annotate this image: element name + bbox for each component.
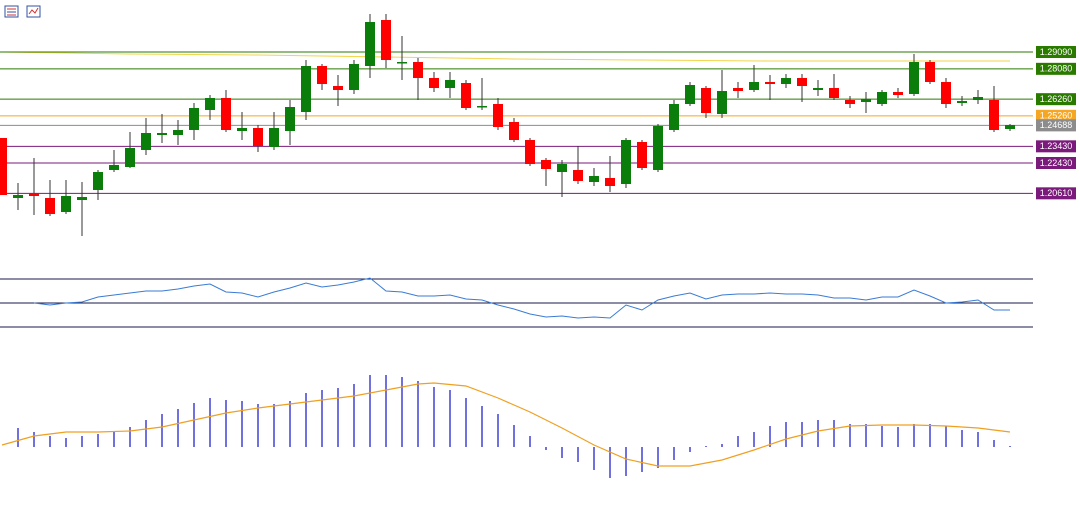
toolbar-icons (4, 5, 41, 18)
candle-body (749, 82, 759, 90)
moving-average (1, 51, 1010, 62)
candle-body (845, 100, 855, 104)
candle-body (301, 66, 311, 112)
candle-body (813, 88, 823, 90)
candle-body (941, 82, 951, 104)
level-label-box (1036, 62, 1076, 75)
candle-body (781, 78, 791, 84)
candle-body (797, 78, 807, 86)
candle-body (605, 178, 615, 186)
icon-detail (28, 7, 39, 15)
candle-body (333, 86, 343, 90)
level-label-box (1036, 187, 1076, 200)
level-label-box (1036, 140, 1076, 153)
level-label: 1.20610 (1040, 188, 1073, 198)
candle-body (1005, 125, 1015, 129)
candle-body (269, 128, 279, 147)
candle-body (957, 101, 967, 103)
level-label: 1.25260 (1040, 111, 1073, 121)
candle-body (77, 197, 87, 200)
candle-body (29, 193, 39, 196)
candle-body (381, 20, 391, 60)
candle-body (525, 140, 535, 164)
candle-body (461, 83, 471, 108)
candle-body (685, 85, 695, 104)
candle-body (365, 22, 375, 66)
candle-body (93, 172, 103, 190)
candle-body (493, 104, 503, 127)
level-label-box (1036, 157, 1076, 169)
candle-body (349, 64, 359, 90)
candle-body (141, 133, 151, 150)
candle-body (717, 91, 727, 114)
candle-body (989, 100, 999, 130)
candle-body (285, 107, 295, 131)
candle-body (157, 133, 167, 135)
level-label: 1.22430 (1040, 158, 1073, 168)
candle-body (189, 108, 199, 130)
candle-body (877, 92, 887, 104)
candle-body (509, 122, 519, 140)
candle-body (973, 97, 983, 100)
candle-body (445, 80, 455, 88)
level-label-box (1036, 119, 1076, 132)
level-label: 1.23430 (1040, 141, 1073, 151)
level-label: 1.29090 (1040, 47, 1073, 57)
candle-body (477, 106, 487, 108)
candle-body (237, 128, 247, 131)
candle-body (669, 104, 679, 130)
level-label-box (1036, 93, 1076, 106)
indicator-line (33, 277, 1010, 319)
candle-body (45, 198, 55, 214)
candle-body (589, 176, 599, 182)
candle-body (0, 138, 7, 195)
candle-body (573, 170, 583, 181)
candle-body (893, 92, 903, 95)
candle-body (125, 148, 135, 167)
candle-body (829, 88, 839, 98)
signal-line (1, 382, 1011, 467)
candle-body (909, 62, 919, 94)
candle-body (13, 195, 23, 198)
candle-body (109, 165, 119, 170)
candle-body (173, 130, 183, 135)
candle-body (861, 99, 871, 102)
candle-body (925, 62, 935, 82)
candle-body (205, 98, 215, 110)
level-label-box (1036, 46, 1076, 58)
candle-body (637, 142, 647, 168)
candle-body (397, 62, 407, 64)
candle-body (221, 98, 231, 130)
level-label: 1.24688 (1040, 120, 1073, 130)
candle-body (61, 196, 71, 212)
candle-body (429, 78, 439, 88)
candle-body (557, 164, 567, 172)
level-label: 1.28080 (1040, 64, 1073, 74)
level-label-box (1036, 109, 1076, 122)
candle-body (413, 62, 423, 78)
candle-body (541, 160, 551, 169)
candle-body (733, 88, 743, 91)
level-label: 1.26260 (1040, 94, 1073, 104)
candle-body (765, 82, 775, 84)
candle-body (317, 66, 327, 84)
candle-body (653, 126, 663, 170)
candle-body (621, 140, 631, 184)
candle-body (701, 88, 711, 113)
candle-body (253, 128, 263, 146)
